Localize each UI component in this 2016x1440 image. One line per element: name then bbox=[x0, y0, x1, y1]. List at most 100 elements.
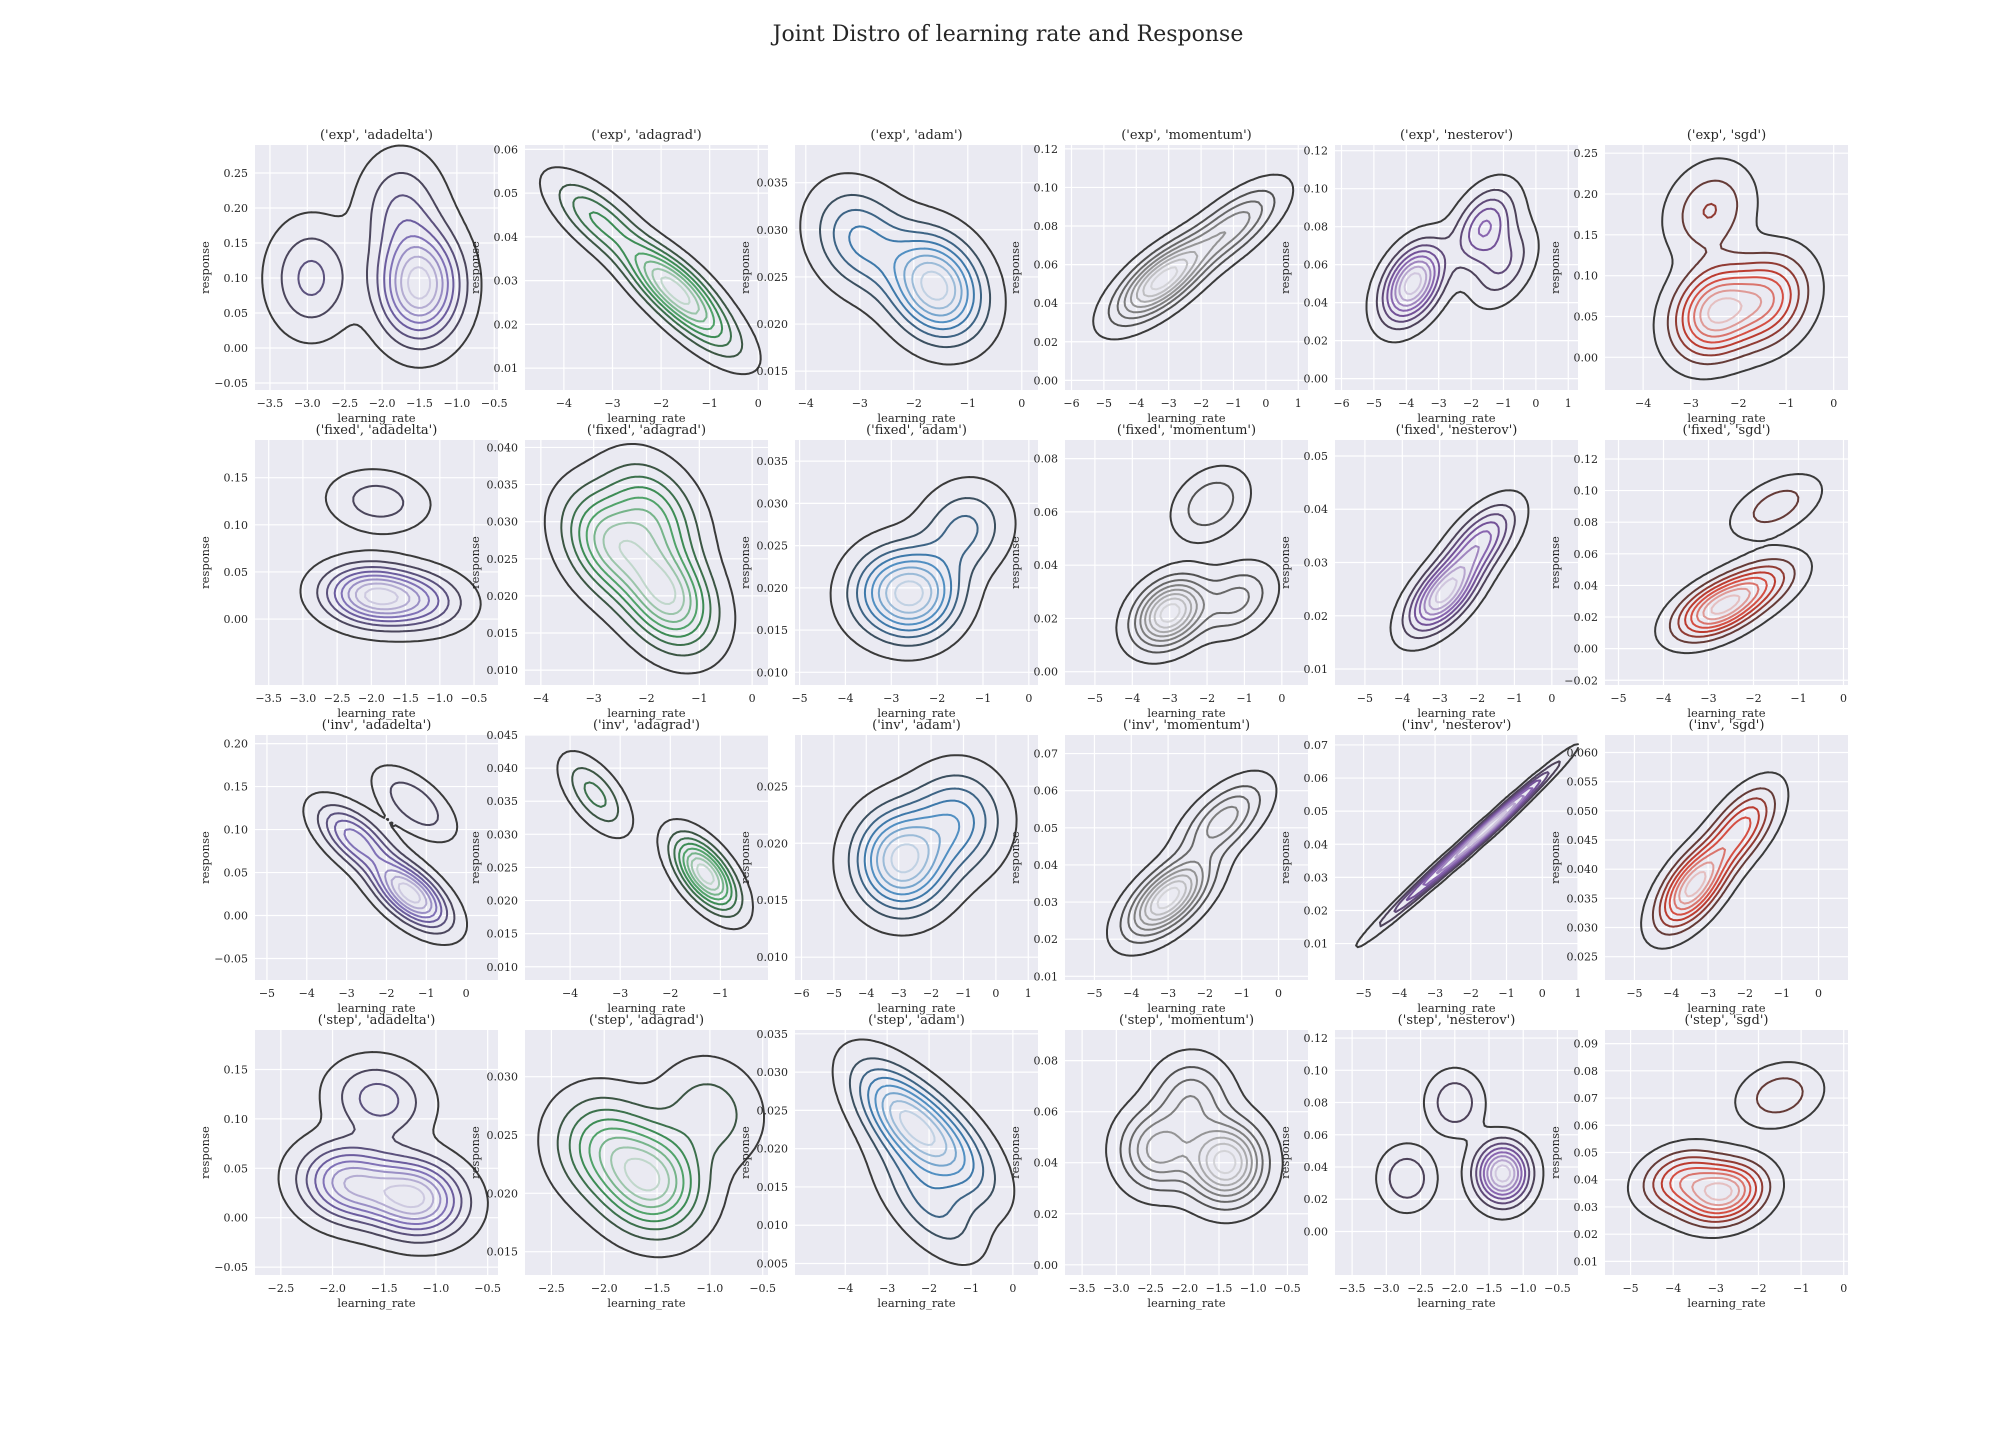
contour-level bbox=[583, 781, 738, 911]
y-tick-label: 0.08 bbox=[1304, 1097, 1329, 1110]
y-tick-label: 0.02 bbox=[1034, 1208, 1059, 1221]
y-axis-label: response bbox=[1548, 1126, 1562, 1179]
y-tick-label: 0.02 bbox=[1034, 336, 1059, 349]
y-tick-label: 0.020 bbox=[757, 837, 789, 850]
contour-level bbox=[1135, 251, 1199, 303]
contour-lines bbox=[299, 468, 482, 643]
contour-level bbox=[316, 484, 462, 633]
y-tick-label: 0.00 bbox=[1304, 1225, 1329, 1238]
y-tick-label: −0.05 bbox=[214, 953, 248, 966]
contour-level bbox=[1198, 1136, 1248, 1187]
y-tick-label: 0.035 bbox=[487, 795, 519, 808]
y-tick-label: 0.12 bbox=[1304, 145, 1329, 158]
y-tick-label: 0.050 bbox=[1567, 805, 1599, 818]
x-tick-label: −2 bbox=[378, 987, 394, 1000]
contour-lines bbox=[1652, 157, 1825, 381]
contour-level bbox=[682, 847, 729, 901]
y-tick-label: 0.06 bbox=[1034, 785, 1059, 798]
subplot-title: ('step', 'nesterov') bbox=[1398, 1013, 1516, 1028]
contour-level bbox=[1678, 861, 1715, 905]
x-tick-label: 0 bbox=[1009, 1282, 1016, 1295]
subplot-title: ('fixed', 'sgd') bbox=[1682, 423, 1770, 438]
contour-level bbox=[261, 144, 483, 369]
y-tick-label: 0.09 bbox=[1574, 1038, 1599, 1051]
x-tick-label: −5 bbox=[826, 987, 842, 1000]
y-tick-label: 0.045 bbox=[487, 729, 519, 742]
x-tick-label: −3 bbox=[1161, 397, 1177, 410]
contour-level bbox=[882, 834, 930, 882]
y-tick-label: 0.035 bbox=[487, 479, 519, 492]
subplot: −3.5 −3.0 −2.5 −2.0 −1.5 −1.0 −0.5 0.00 0.02 0.04… bbox=[1008, 1013, 1308, 1310]
x-tick-label: −3 bbox=[1162, 692, 1178, 705]
x-tick-label: −4 bbox=[1391, 987, 1407, 1000]
x-tick-label: −3 bbox=[1700, 987, 1716, 1000]
contour-level bbox=[848, 1057, 996, 1240]
contour-level bbox=[1699, 289, 1763, 332]
y-tick-label: 0.20 bbox=[224, 738, 249, 751]
x-tick-label: 0 bbox=[1815, 987, 1822, 1000]
y-tick-label: 0.00 bbox=[1574, 643, 1599, 656]
x-tick-label: −2 bbox=[1193, 397, 1209, 410]
y-tick-label: 0.025 bbox=[487, 1129, 519, 1142]
y-tick-label: 0.06 bbox=[1304, 772, 1329, 785]
contour-level bbox=[1365, 173, 1540, 344]
contour-level bbox=[1673, 847, 1726, 911]
contour-level bbox=[1205, 1142, 1243, 1181]
x-axis-label: learning_rate bbox=[337, 1296, 415, 1310]
x-tick-label: −2 bbox=[906, 397, 922, 410]
y-axis-label: response bbox=[468, 1126, 482, 1179]
x-axis-label: learning_rate bbox=[337, 706, 415, 720]
x-tick-label: −4 bbox=[1128, 397, 1144, 410]
contour-level bbox=[881, 1092, 957, 1167]
x-tick-label: −1 bbox=[691, 692, 707, 705]
contour-level bbox=[1640, 771, 1790, 950]
x-tick-label: −3 bbox=[1160, 987, 1176, 1000]
x-tick-label: −1 bbox=[1778, 397, 1794, 410]
x-tick-label: −2 bbox=[1469, 692, 1485, 705]
y-tick-label: 0.12 bbox=[1034, 143, 1059, 156]
contour-lines bbox=[537, 1054, 765, 1259]
y-tick-label: 0.030 bbox=[757, 497, 789, 510]
x-tick-label: −1.0 bbox=[423, 1282, 450, 1295]
contour-level bbox=[1691, 1176, 1741, 1207]
y-tick-label: 0.20 bbox=[1574, 188, 1599, 201]
contour-level bbox=[383, 1184, 426, 1209]
x-tick-label: 0 bbox=[1275, 987, 1282, 1000]
contour-level bbox=[1652, 157, 1825, 381]
y-tick-label: 0.015 bbox=[757, 365, 789, 378]
subplot: −5 −4 −3 −2 −1 0 0.01 0.02 0.03 0.04 0.05 ('fixed',… bbox=[1278, 423, 1578, 720]
x-axis-label: learning_rate bbox=[1687, 706, 1765, 720]
x-tick-label: −2.0 bbox=[319, 1282, 346, 1295]
subplot: −5 −4 −3 −2 −1 0 −0.05 0.00 0.05 0.10 0.15 0.20 ('in… bbox=[198, 718, 498, 1015]
contour-level bbox=[1486, 1155, 1519, 1192]
contour-level bbox=[1679, 1172, 1746, 1211]
contour-level bbox=[1466, 810, 1508, 848]
x-tick-label: −3 bbox=[883, 692, 899, 705]
x-tick-label: −1 bbox=[1234, 987, 1250, 1000]
x-tick-label: −3 bbox=[1683, 397, 1699, 410]
contour-level bbox=[1666, 179, 1810, 366]
y-tick-label: 0.00 bbox=[1034, 374, 1059, 387]
x-tick-label: 0 bbox=[992, 987, 999, 1000]
contour-level bbox=[305, 1082, 463, 1237]
x-axis-label: learning_rate bbox=[337, 411, 415, 425]
y-tick-label: 0.030 bbox=[487, 516, 519, 529]
y-tick-label: 0.20 bbox=[224, 202, 249, 215]
contour-level bbox=[277, 1051, 489, 1257]
contour-lines bbox=[556, 750, 754, 931]
subplot: −5 −4 −3 −2 −1 0 1 0.01 0.02 0.03 0.04 0.05 0.06 0.07… bbox=[1278, 718, 1582, 1015]
contour-level bbox=[347, 578, 421, 615]
x-tick-label: −1 bbox=[1225, 397, 1241, 410]
x-tick-label: −2.0 bbox=[591, 1282, 618, 1295]
x-axis-label: learning_rate bbox=[1147, 706, 1225, 720]
subplot-title: ('exp', 'adadelta') bbox=[320, 128, 433, 143]
contour-level bbox=[1428, 565, 1466, 611]
contour-lines bbox=[538, 166, 762, 376]
contour-level bbox=[593, 508, 692, 623]
y-tick-label: 0.12 bbox=[1304, 1032, 1329, 1045]
contour-level bbox=[1145, 1130, 1253, 1192]
x-tick-label: −2 bbox=[1745, 692, 1761, 705]
x-tick-label: 0 bbox=[1018, 397, 1025, 410]
contour-level bbox=[578, 486, 705, 638]
